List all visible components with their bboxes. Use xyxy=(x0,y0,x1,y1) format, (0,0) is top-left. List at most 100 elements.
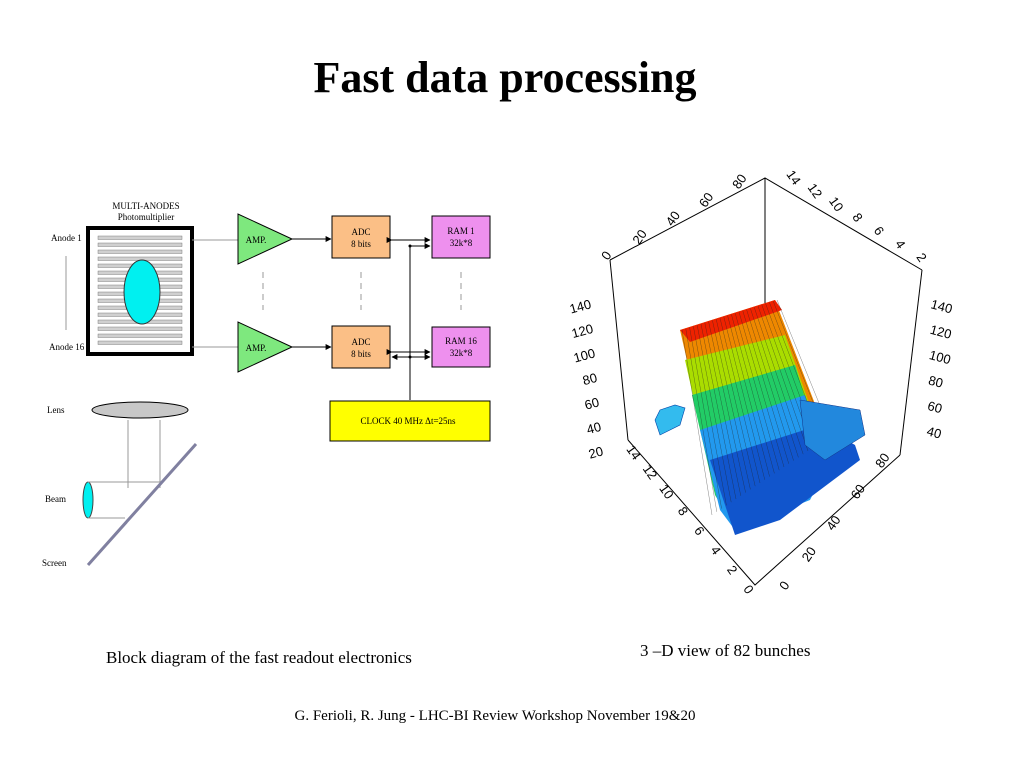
anode-stripe xyxy=(97,326,183,331)
svg-text:RAM 16: RAM 16 xyxy=(445,336,477,346)
ridge-line xyxy=(753,307,804,455)
lens xyxy=(91,401,189,419)
tick-label: 80 xyxy=(927,373,945,391)
ridge-line xyxy=(715,319,756,487)
tick-label: 120 xyxy=(570,321,595,341)
clock-label: CLOCK 40 MHz Δt=25ns xyxy=(360,416,456,426)
block-diagram-caption: Block diagram of the fast readout electr… xyxy=(106,648,412,667)
anode-stripe xyxy=(97,242,183,247)
tick-label: 140 xyxy=(929,296,954,316)
anode-stripe xyxy=(97,333,183,338)
tick-label: 0 xyxy=(776,578,792,593)
ridge-line xyxy=(746,309,794,461)
plot-box xyxy=(609,177,923,586)
tick-label: 6 xyxy=(691,523,707,538)
tick-label: 10 xyxy=(656,481,677,501)
photomultiplier: MULTI-ANODES Photomultiplier xyxy=(86,201,194,356)
tick-label: 40 xyxy=(925,423,943,441)
tick-label: 60 xyxy=(848,481,869,501)
svg-text:RAM 1: RAM 1 xyxy=(447,226,474,236)
ridge-line xyxy=(727,315,770,477)
svg-text:ADC: ADC xyxy=(351,337,370,347)
tick-label: 100 xyxy=(928,347,953,367)
beam xyxy=(82,481,94,519)
footer: G. Ferioli, R. Jung - LHC-BI Review Work… xyxy=(294,708,696,724)
ram-bottom: RAM 16 32k*8 xyxy=(431,326,491,368)
svg-text:32k*8: 32k*8 xyxy=(450,238,473,248)
ridge-line xyxy=(738,311,785,468)
tick-label: 10 xyxy=(826,194,847,214)
tick-label: 6 xyxy=(871,223,887,238)
channel-continuation-lines xyxy=(262,272,462,310)
ridge-line xyxy=(742,310,790,464)
anode-stripe xyxy=(97,249,183,254)
tick-label: 40 xyxy=(585,419,603,437)
plot-caption: 3 –D view of 82 bunches xyxy=(640,641,811,660)
adc-top: ADC 8 bits xyxy=(331,215,391,259)
ridge-line xyxy=(689,327,722,509)
ridge-line xyxy=(734,313,780,471)
tick-label: 0 xyxy=(598,248,614,263)
tick-label: 8 xyxy=(675,504,691,519)
ridge-line xyxy=(708,321,746,493)
axis-top: 0 20 40 60 80 xyxy=(598,171,750,262)
tick-label: 14 xyxy=(783,167,804,187)
ridge-line xyxy=(700,323,737,500)
svg-text:32k*8: 32k*8 xyxy=(450,348,473,358)
tick-label: 20 xyxy=(629,227,650,247)
anode-16-label: Anode 16 xyxy=(49,342,85,352)
tick-label: 2 xyxy=(913,250,929,265)
block-diagram: MULTI-ANODES Photomultiplier Anode 1 Ano… xyxy=(42,201,491,568)
lens-label: Lens xyxy=(47,405,65,415)
svg-text:8 bits: 8 bits xyxy=(351,349,371,359)
ridge-line xyxy=(750,308,799,458)
surface-plot xyxy=(654,299,866,535)
ridge-line xyxy=(704,322,742,496)
tick-label: 4 xyxy=(892,237,908,252)
anode-stripe xyxy=(97,235,183,240)
tick-label: 60 xyxy=(926,398,944,416)
svg-text:ADC: ADC xyxy=(351,227,370,237)
ridge-line xyxy=(693,326,727,506)
tick-label: 14 xyxy=(623,442,644,462)
clock-block: CLOCK 40 MHz Δt=25ns xyxy=(329,400,491,442)
ridge-line xyxy=(719,317,761,484)
tick-label: 40 xyxy=(823,513,844,533)
tick-label: 12 xyxy=(640,462,661,482)
ridge-line xyxy=(757,305,809,452)
ridge-line xyxy=(685,328,718,512)
ridge-line xyxy=(731,314,775,474)
tick-label: 2 xyxy=(724,563,740,578)
pm-title-line2: Photomultiplier xyxy=(118,212,175,222)
adc-bottom: ADC 8 bits xyxy=(331,325,391,369)
tick-label: 120 xyxy=(928,322,953,342)
tick-label: 40 xyxy=(663,208,684,228)
tick-label: 20 xyxy=(799,544,820,564)
tick-label: 80 xyxy=(729,171,750,191)
tick-label: 12 xyxy=(805,181,826,201)
ram-top: RAM 1 32k*8 xyxy=(431,215,491,259)
tick-label: 4 xyxy=(708,543,724,558)
ridge-line xyxy=(696,325,732,503)
ridge-line xyxy=(723,316,766,480)
pm-title-line1: MULTI-ANODES xyxy=(112,201,179,211)
anode-stripe xyxy=(97,340,183,345)
slide-title: Fast data processing xyxy=(313,53,697,102)
screen xyxy=(86,443,198,566)
ridge-line xyxy=(681,329,713,516)
tick-label: 0 xyxy=(740,582,756,597)
tick-label: 60 xyxy=(696,190,717,210)
svg-text:8 bits: 8 bits xyxy=(351,239,371,249)
amp-bottom: AMP. xyxy=(237,321,294,373)
pm-light-spot xyxy=(123,259,161,325)
tick-label: 100 xyxy=(572,345,597,365)
axis-right-vertical: 140 120 100 80 60 40 xyxy=(925,296,954,441)
tick-label: 60 xyxy=(583,394,601,412)
amp-top: AMP. xyxy=(237,213,294,265)
tick-label: 20 xyxy=(587,443,605,461)
ridge-line xyxy=(712,320,751,490)
axis-left-vertical: 140 120 100 80 60 40 20 xyxy=(568,296,605,461)
